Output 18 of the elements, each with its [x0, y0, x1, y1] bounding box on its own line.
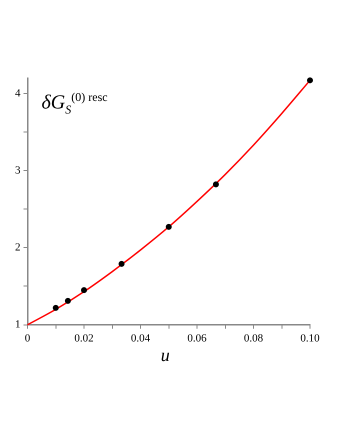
y-tick-label: 2	[15, 242, 20, 254]
point	[64, 298, 71, 304]
point	[52, 304, 59, 311]
x-tick-label: 0.02	[74, 332, 94, 344]
y-tick-label: 1	[15, 318, 20, 331]
x-tick-label: 0.10	[300, 332, 320, 344]
point	[212, 181, 219, 188]
y-tick-label: 3	[15, 164, 21, 176]
y-tick-label: 4	[15, 87, 21, 100]
x-tick-label: 0.06	[187, 332, 208, 344]
point	[307, 77, 313, 84]
point	[81, 287, 87, 294]
x-tick-label: 0.08	[244, 332, 264, 344]
x-tick-label: 0.04	[130, 332, 151, 344]
x-tick-label: 0	[24, 332, 31, 344]
point	[118, 260, 125, 267]
x-axis-title: u	[160, 344, 170, 366]
point	[166, 224, 172, 230]
